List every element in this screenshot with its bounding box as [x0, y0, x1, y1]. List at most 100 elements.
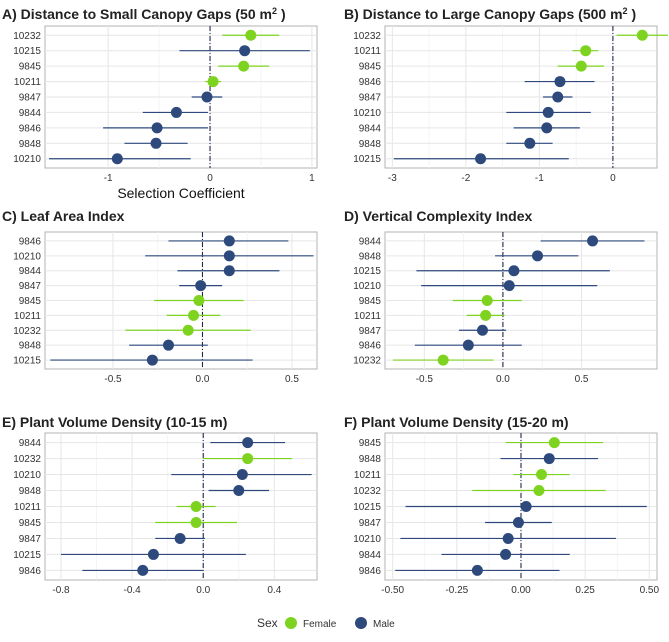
y-tick-label: 9847 [359, 518, 382, 529]
x-tick-label: -0.4 [123, 585, 141, 596]
estimate-point-10211 [190, 501, 202, 512]
estimate-point-10210 [223, 250, 235, 262]
panel-title-main: C) Leaf Area Index [2, 208, 125, 224]
estimate-point-10215 [147, 548, 159, 560]
panel-b: B) Distance to Large Canopy Gaps (500 m2… [344, 6, 669, 184]
estimate-point-9847 [512, 516, 524, 528]
y-tick-label: 9845 [19, 62, 42, 73]
estimate-point-9848 [543, 453, 555, 465]
estimate-point-9845 [575, 60, 587, 72]
estimate-point-9848 [150, 137, 162, 149]
estimate-point-10232 [242, 453, 254, 465]
estimate-point-9846 [137, 564, 149, 576]
y-tick-label: 9846 [359, 341, 382, 352]
y-tick-label: 9845 [359, 438, 382, 449]
y-tick-label: 9845 [19, 296, 42, 307]
y-tick-label: 10232 [353, 31, 381, 42]
y-tick-label: 9844 [359, 236, 382, 247]
legend-male-label: Male [373, 619, 395, 630]
x-tick-label: -0.5 [104, 374, 122, 385]
y-tick-label: 9848 [359, 251, 382, 262]
legend-male-swatch [355, 617, 367, 629]
panel-a: A) Distance to Small Canopy Gaps (50 m2)… [2, 6, 318, 201]
estimate-point-10210 [236, 469, 248, 481]
y-tick-label: 10211 [14, 502, 42, 513]
y-tick-label: 9847 [359, 326, 382, 337]
estimate-point-10210 [542, 106, 554, 118]
y-tick-label: 10210 [13, 251, 41, 262]
y-tick-label: 9844 [19, 266, 42, 277]
y-tick-label: 9844 [359, 123, 382, 134]
estimate-point-9847 [195, 280, 207, 292]
panel-f: F) Plant Volume Density (15-20 m) 9845 984… [344, 414, 659, 596]
estimate-point-9846 [554, 76, 566, 88]
estimate-point-9846 [462, 339, 474, 351]
panel-title-end: ) [632, 6, 637, 22]
y-tick-label: 9848 [359, 454, 382, 465]
x-tick-label: 0.25 [575, 585, 595, 596]
legend-female-label: Female [303, 619, 337, 630]
y-tick-label: 10211 [14, 311, 42, 322]
y-tick-label: 10215 [13, 356, 41, 367]
estimate-point-10232 [245, 29, 257, 41]
panel-title: E) Plant Volume Density (10-15 m) [2, 414, 227, 430]
estimate-point-10232 [533, 485, 545, 497]
x-axis-title: Selection Coefficient [117, 185, 244, 201]
y-tick-label: 10210 [353, 281, 381, 292]
estimate-point-9846 [223, 235, 235, 247]
panel-title: F) Plant Volume Density (15-20 m) [344, 414, 569, 430]
panel-title-main: B) Distance to Large Canopy Gaps (500 m [344, 6, 623, 22]
y-tick-label: 9844 [19, 108, 42, 119]
estimate-point-9845 [481, 295, 493, 306]
y-tick-label: 9847 [19, 281, 42, 292]
y-tick-label: 10210 [353, 534, 381, 545]
panel-e: E) Plant Volume Density (10-15 m) 9844 102… [2, 414, 318, 596]
x-tick-label: 0.5 [575, 374, 589, 385]
x-tick-label: -0.5 [416, 374, 434, 385]
y-tick-label: 9846 [19, 566, 42, 577]
panel-title-main: E) Plant Volume Density (10-15 m) [2, 414, 227, 430]
panel-title: B) Distance to Large Canopy Gaps (500 m2… [344, 6, 636, 22]
x-tick-label: 0.00 [511, 585, 531, 596]
y-tick-label: 10215 [13, 46, 41, 57]
y-tick-label: 10210 [353, 108, 381, 119]
y-tick-label: 10215 [353, 154, 381, 165]
estimate-point-9848 [524, 137, 536, 149]
estimate-point-10211 [580, 45, 592, 57]
estimate-point-9847 [476, 324, 488, 336]
y-tick-label: 9846 [359, 566, 382, 577]
y-tick-label: 9848 [19, 139, 42, 150]
panel-title-main: D) Vertical Complexity Index [344, 208, 532, 224]
y-tick-label: 10232 [353, 356, 381, 367]
x-tick-label: -0.50 [381, 585, 404, 596]
estimate-point-10211 [480, 309, 492, 321]
panel-d: D) Vertical Complexity Index 9844 9848 1021… [344, 208, 658, 385]
legend-title: Sex [257, 616, 278, 630]
estimate-point-9845 [548, 437, 560, 449]
panel-title-superscript: 2 [272, 6, 277, 16]
y-tick-label: 9846 [359, 77, 382, 88]
estimate-point-9847 [552, 91, 564, 103]
y-tick-label: 10211 [354, 311, 382, 322]
y-tick-label: 9845 [19, 518, 42, 529]
y-tick-label: 10211 [354, 470, 382, 481]
estimate-point-10210 [503, 280, 515, 292]
x-tick-label: -0.8 [52, 585, 70, 596]
x-tick-label: 0.0 [496, 374, 510, 385]
y-tick-label: 10215 [13, 550, 41, 561]
estimate-point-10215 [520, 501, 532, 512]
y-tick-label: 9844 [359, 550, 382, 561]
estimate-point-9848 [233, 485, 245, 497]
estimate-point-10211 [536, 469, 548, 481]
x-tick-label: 0.0 [196, 585, 210, 596]
x-tick-label: -0.25 [445, 585, 468, 596]
x-tick-label: -1 [535, 173, 544, 184]
estimate-point-10232 [636, 29, 648, 41]
x-tick-label: 1 [309, 173, 315, 184]
estimate-point-10232 [182, 324, 194, 336]
y-tick-label: 9847 [19, 534, 42, 545]
x-tick-label: 0.4 [267, 585, 281, 596]
y-tick-label: 9845 [359, 62, 382, 73]
estimate-point-10211 [188, 309, 200, 321]
